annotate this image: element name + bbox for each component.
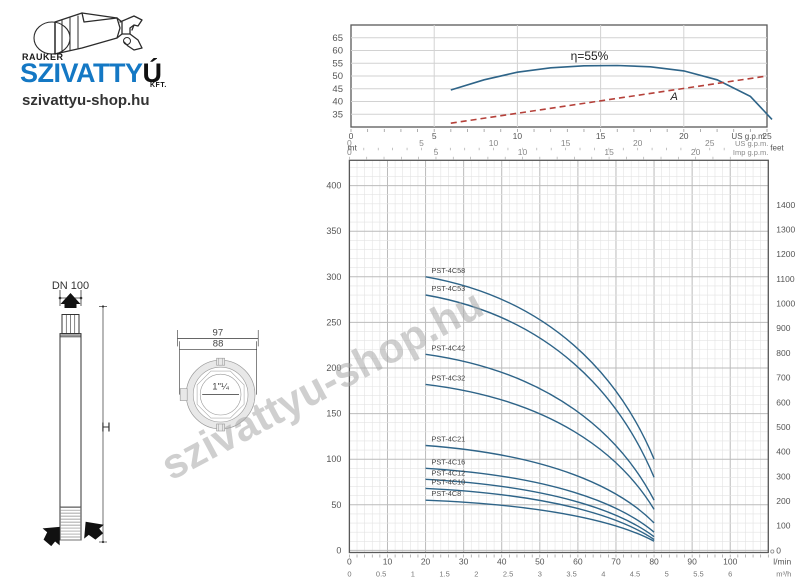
svg-text:40: 40 [332, 97, 343, 108]
svg-text:10: 10 [513, 131, 523, 141]
svg-text:2: 2 [474, 570, 478, 579]
svg-text:4: 4 [601, 570, 605, 579]
svg-text:US g.p.m.: US g.p.m. [735, 139, 768, 148]
svg-text:20: 20 [633, 138, 643, 148]
svg-text:m³/h: m³/h [776, 570, 791, 579]
svg-text:70: 70 [611, 557, 621, 567]
svg-text:6: 6 [728, 570, 732, 579]
svg-text:150: 150 [326, 409, 341, 419]
svg-text:100: 100 [723, 557, 737, 567]
svg-text:15: 15 [604, 147, 614, 157]
svg-text:800: 800 [776, 348, 790, 358]
svg-text:50: 50 [331, 500, 341, 510]
svg-text:0.5: 0.5 [376, 570, 386, 579]
svg-text:20: 20 [691, 147, 701, 157]
svg-text:1000: 1000 [776, 299, 795, 309]
svg-text:50: 50 [535, 557, 545, 567]
svg-text:PST-4C10: PST-4C10 [432, 477, 466, 486]
svg-text:5: 5 [419, 138, 424, 148]
svg-text:1300: 1300 [776, 224, 795, 234]
svg-text:97: 97 [213, 327, 224, 338]
svg-text:90: 90 [687, 557, 697, 567]
svg-text:PST-4C8: PST-4C8 [432, 489, 462, 498]
svg-text:15: 15 [596, 131, 606, 141]
svg-text:3: 3 [538, 570, 542, 579]
svg-text:45: 45 [332, 84, 343, 95]
svg-text:600: 600 [776, 397, 790, 407]
svg-text:60: 60 [573, 557, 583, 567]
svg-text:0: 0 [776, 545, 781, 555]
svg-text:35: 35 [332, 109, 343, 120]
svg-text:700: 700 [776, 373, 790, 383]
svg-text:300: 300 [326, 272, 341, 282]
svg-text:0: 0 [347, 570, 351, 579]
svg-text:1.5: 1.5 [439, 570, 449, 579]
svg-text:4.5: 4.5 [630, 570, 640, 579]
svg-text:2.5: 2.5 [503, 570, 513, 579]
svg-text:300: 300 [776, 471, 790, 481]
svg-text:10: 10 [383, 557, 393, 567]
svg-text:65: 65 [332, 33, 343, 44]
svg-text:88: 88 [213, 338, 224, 349]
svg-text:10: 10 [489, 138, 499, 148]
svg-text:3.5: 3.5 [566, 570, 576, 579]
svg-text:1200: 1200 [776, 249, 795, 259]
svg-text:30: 30 [459, 557, 469, 567]
svg-text:15: 15 [561, 138, 571, 148]
svg-text:200: 200 [776, 496, 790, 506]
svg-text:10: 10 [518, 147, 528, 157]
svg-text:0: 0 [347, 557, 352, 567]
svg-text:PST-4C58: PST-4C58 [432, 266, 466, 275]
svg-text:5: 5 [665, 570, 669, 579]
svg-text:H: H [101, 419, 110, 434]
svg-text:5.5: 5.5 [693, 570, 703, 579]
svg-text:DN 100: DN 100 [52, 280, 89, 292]
svg-text:20: 20 [679, 131, 689, 141]
svg-text:900: 900 [776, 323, 790, 333]
svg-text:l/min: l/min [773, 557, 791, 567]
svg-text:5: 5 [432, 131, 437, 141]
svg-text:5: 5 [434, 147, 439, 157]
svg-text:PST-4C12: PST-4C12 [432, 468, 466, 477]
svg-text:80: 80 [649, 557, 659, 567]
svg-text:40: 40 [497, 557, 507, 567]
svg-text:1100: 1100 [776, 274, 795, 284]
svg-text:0: 0 [336, 545, 341, 555]
svg-text:250: 250 [326, 317, 341, 327]
svg-text:η=55%: η=55% [571, 49, 609, 63]
svg-text:0: 0 [347, 147, 352, 157]
svg-text:1: 1 [411, 570, 415, 579]
svg-text:100: 100 [326, 454, 341, 464]
svg-text:25: 25 [705, 138, 715, 148]
svg-text:400: 400 [326, 181, 341, 191]
svg-text:60: 60 [332, 46, 343, 57]
svg-text:PST-4C32: PST-4C32 [432, 373, 466, 382]
svg-text:20: 20 [421, 557, 431, 567]
svg-text:100: 100 [776, 521, 790, 531]
svg-text:A: A [669, 91, 677, 103]
svg-text:PST-4C21: PST-4C21 [432, 435, 466, 444]
svg-text:350: 350 [326, 226, 341, 236]
svg-text:400: 400 [776, 447, 790, 457]
svg-text:Imp g.p.m.: Imp g.p.m. [733, 148, 768, 157]
svg-text:feet: feet [770, 143, 784, 152]
svg-text:55: 55 [332, 58, 343, 69]
svg-text:500: 500 [776, 422, 790, 432]
svg-text:1"¼: 1"¼ [212, 382, 230, 393]
svg-text:PST-4C16: PST-4C16 [432, 457, 466, 466]
svg-text:50: 50 [332, 71, 343, 82]
svg-text:1400: 1400 [776, 200, 795, 210]
